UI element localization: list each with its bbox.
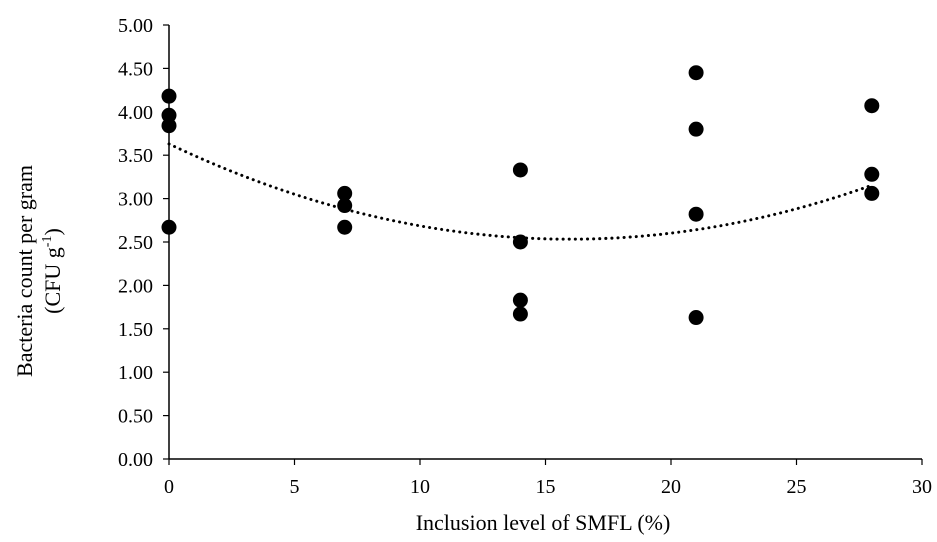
axes: 0.00 0.50 1.00 1.50 2.00 2.50 3.00 3.50 4.00 4.50… — [118, 15, 932, 498]
trendline-layer — [167, 142, 874, 241]
y-tick-label: 4.50 — [118, 58, 153, 80]
data-point — [512, 292, 528, 308]
data-points — [161, 65, 880, 326]
y-tick-label: 3.00 — [118, 189, 153, 211]
x-tick-label: 10 — [410, 476, 430, 498]
data-point — [337, 198, 353, 214]
y-tick-label: 2.50 — [118, 232, 153, 254]
data-point — [161, 219, 177, 235]
data-point — [864, 166, 880, 182]
data-point — [688, 206, 704, 222]
x-tick-label: 0 — [164, 476, 174, 498]
data-point — [864, 185, 880, 201]
x-axis-title: Inclusion level of SMFL (%) — [416, 510, 671, 535]
y-tick-label: 5.00 — [118, 15, 153, 37]
x-tick-label: 15 — [536, 476, 556, 498]
y-tick-label: 3.50 — [118, 145, 153, 167]
data-point — [161, 88, 177, 104]
data-point — [161, 118, 177, 134]
data-point — [337, 219, 353, 235]
y-tick-label: 4.00 — [118, 102, 153, 124]
trendline — [167, 142, 874, 241]
data-point — [688, 310, 704, 326]
data-point — [337, 185, 353, 201]
y-axis-title-line2: (CFU g-1) — [40, 228, 65, 314]
y-tick-label: 1.50 — [118, 319, 153, 341]
y-tick-label: 1.00 — [118, 362, 153, 384]
x-tick-label: 5 — [290, 476, 300, 498]
y-tick-label: 0.00 — [118, 449, 153, 471]
y-axis-title-line1: Bacteria count per gram — [12, 165, 37, 377]
data-point — [161, 107, 177, 123]
data-point — [512, 234, 528, 250]
data-point — [688, 121, 704, 137]
y-axis-title: Bacteria count per gram (CFU g-1) — [12, 165, 65, 377]
data-point — [864, 98, 880, 114]
y-tick-label: 2.00 — [118, 275, 153, 297]
data-point — [512, 162, 528, 178]
data-point — [512, 306, 528, 322]
x-tick-label: 20 — [661, 476, 681, 498]
data-point — [688, 65, 704, 81]
x-tick-label: 30 — [912, 476, 932, 498]
y-tick-label: 0.50 — [118, 406, 153, 428]
x-tick-label: 25 — [787, 476, 807, 498]
